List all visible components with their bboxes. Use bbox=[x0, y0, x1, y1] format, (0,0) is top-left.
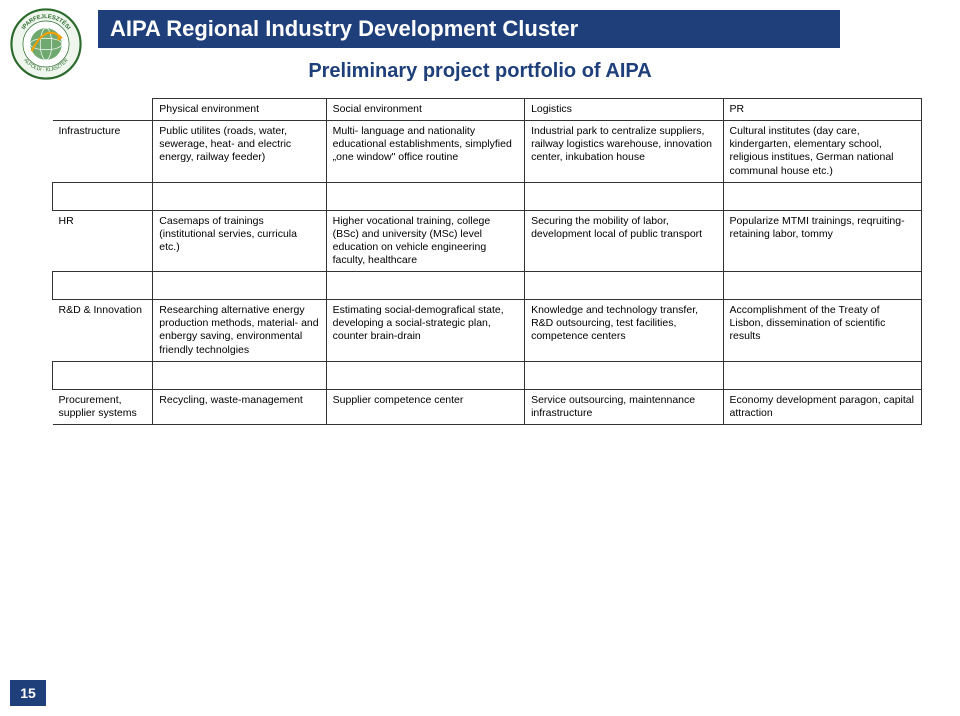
spacer bbox=[153, 182, 326, 210]
spacer bbox=[723, 182, 921, 210]
table-header-row: Physical environment Social environment … bbox=[53, 99, 922, 121]
cell: Recycling, waste-management bbox=[153, 389, 326, 424]
cell: Service outsourcing, maintennance infras… bbox=[525, 389, 723, 424]
spacer bbox=[153, 272, 326, 300]
row-head-rnd: R&D & Innovation bbox=[53, 300, 153, 362]
spacer bbox=[53, 272, 153, 300]
table-corner bbox=[53, 99, 153, 121]
spacer bbox=[53, 361, 153, 389]
table-row: R&D & Innovation Researching alternative… bbox=[53, 300, 922, 362]
cell: Knowledge and technology transfer, R&D o… bbox=[525, 300, 723, 362]
spacer-row bbox=[53, 182, 922, 210]
spacer bbox=[525, 361, 723, 389]
cell: Supplier competence center bbox=[326, 389, 524, 424]
spacer bbox=[326, 272, 524, 300]
spacer bbox=[525, 182, 723, 210]
col-social: Social environment bbox=[326, 99, 524, 121]
cell: Researching alternative energy productio… bbox=[153, 300, 326, 362]
cell: Economy development paragon, capital att… bbox=[723, 389, 921, 424]
cell: Casemaps of trainings (institutional ser… bbox=[153, 210, 326, 272]
cell: Multi- language and nationality educatio… bbox=[326, 121, 524, 183]
page-number: 15 bbox=[10, 680, 46, 706]
spacer-row bbox=[53, 361, 922, 389]
spacer bbox=[153, 361, 326, 389]
row-head-hr: HR bbox=[53, 210, 153, 272]
cell: Industrial park to centralize suppliers,… bbox=[525, 121, 723, 183]
col-logistics: Logistics bbox=[525, 99, 723, 121]
cell: Public utilites (roads, water, sewerage,… bbox=[153, 121, 326, 183]
cell: Securing the mobility of labor, developm… bbox=[525, 210, 723, 272]
table-row: Procurement, supplier systems Recycling,… bbox=[53, 389, 922, 424]
cell: Popularize MTMI trainings, reqruiting- r… bbox=[723, 210, 921, 272]
spacer bbox=[53, 182, 153, 210]
spacer-row bbox=[53, 272, 922, 300]
page-title: AIPA Regional Industry Development Clust… bbox=[110, 16, 578, 41]
cell: Estimating social-demografical state, de… bbox=[326, 300, 524, 362]
subtitle: Preliminary project portfolio of AIPA bbox=[0, 60, 960, 83]
spacer bbox=[723, 361, 921, 389]
spacer bbox=[326, 361, 524, 389]
spacer bbox=[326, 182, 524, 210]
title-bar: AIPA Regional Industry Development Clust… bbox=[98, 10, 840, 48]
col-pr: PR bbox=[723, 99, 921, 121]
row-head-procurement: Procurement, supplier systems bbox=[53, 389, 153, 424]
portfolio-table-wrap: Physical environment Social environment … bbox=[52, 98, 922, 425]
cell: Cultural institutes (day care, kindergar… bbox=[723, 121, 921, 183]
spacer bbox=[525, 272, 723, 300]
table-row: Infrastructure Public utilites (roads, w… bbox=[53, 121, 922, 183]
col-physical: Physical environment bbox=[153, 99, 326, 121]
cell: Accomplishment of the Treaty of Lisbon, … bbox=[723, 300, 921, 362]
table-row: HR Casemaps of trainings (institutional … bbox=[53, 210, 922, 272]
row-head-infrastructure: Infrastructure bbox=[53, 121, 153, 183]
portfolio-table: Physical environment Social environment … bbox=[52, 98, 922, 425]
cell: Higher vocational training, college (BSc… bbox=[326, 210, 524, 272]
spacer bbox=[723, 272, 921, 300]
